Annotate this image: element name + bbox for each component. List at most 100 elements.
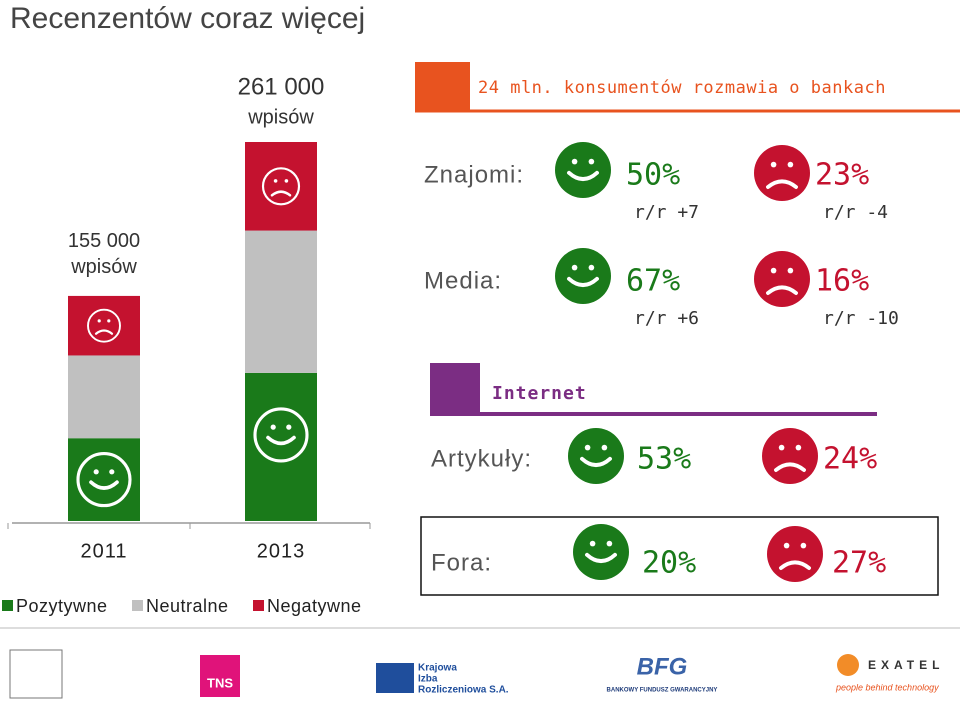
- bar-segment: [68, 438, 140, 521]
- face: [754, 145, 810, 201]
- face-mouth: [270, 190, 292, 197]
- slide-title: Recenzentów coraz więcej: [10, 2, 365, 35]
- face-eye: [107, 319, 111, 323]
- face-eye: [571, 264, 578, 271]
- x-tick-label: 2011: [80, 540, 127, 562]
- logo-frame: [9, 649, 63, 699]
- face-eye: [273, 179, 278, 183]
- face: [87, 308, 121, 343]
- positive-share: 20%: [642, 546, 696, 581]
- exatel-mark: [837, 654, 859, 676]
- legend-swatch: [132, 600, 143, 611]
- face-eye: [589, 540, 596, 547]
- face: [754, 251, 810, 307]
- positive-change: r/r +6: [634, 308, 699, 329]
- internet-icon: [430, 363, 480, 415]
- tns-box: [200, 655, 240, 697]
- row-label: Artykuły:: [431, 445, 532, 472]
- kir-mark: [376, 663, 414, 693]
- face-mouth: [266, 435, 296, 446]
- face-eye: [109, 469, 115, 475]
- face: [555, 248, 611, 304]
- face: [568, 428, 624, 484]
- face-eye: [770, 161, 777, 168]
- face-eye: [588, 264, 595, 271]
- logo-text: BFG: [637, 653, 688, 680]
- face-eye: [286, 424, 292, 430]
- logo-text: Rozliczeniowa S.A.: [418, 685, 509, 696]
- face-eye: [778, 444, 785, 451]
- face-mouth: [766, 285, 798, 295]
- face: [76, 452, 132, 508]
- face: [253, 407, 309, 463]
- face-eye: [571, 158, 578, 165]
- total-label: 155 000: [68, 230, 140, 252]
- face-mouth: [89, 480, 119, 490]
- header-icon: [415, 62, 470, 112]
- face-eye: [93, 469, 99, 475]
- face-eye: [787, 161, 794, 168]
- total-unit: wpisów: [247, 106, 314, 128]
- logo-text: TNS: [207, 675, 233, 690]
- bar-segment: [68, 355, 140, 439]
- row-label: Znajomi:: [424, 161, 524, 188]
- legend-swatch: [2, 600, 13, 611]
- face-eye: [97, 319, 101, 323]
- face-eye: [588, 158, 595, 165]
- fora-box: [420, 516, 939, 596]
- face-eye: [783, 542, 790, 549]
- positive-share: 67%: [626, 264, 680, 299]
- internet-header: Internet: [492, 383, 587, 404]
- bar-segment: [245, 142, 317, 231]
- face: [555, 142, 611, 198]
- row-label: Media:: [424, 267, 502, 294]
- face-eye: [606, 540, 613, 547]
- legend-label: Pozytywne: [16, 596, 108, 616]
- legend-label: Negatywne: [267, 596, 362, 616]
- positive-change: r/r +7: [634, 202, 699, 223]
- face-eye: [800, 542, 807, 549]
- positive-share: 50%: [626, 158, 680, 193]
- face: [762, 428, 818, 484]
- total-unit: wpisów: [70, 256, 137, 278]
- x-tick-label: 2013: [257, 540, 306, 562]
- panel-header: 24 mln. konsumentów rozmawia o bankach: [478, 78, 886, 98]
- total-label: 261 000: [238, 73, 325, 100]
- legend-swatch: [253, 600, 264, 611]
- face-mouth: [567, 276, 599, 288]
- face: [573, 524, 629, 580]
- face-eye: [584, 444, 591, 451]
- face: [261, 167, 301, 206]
- bar-segment: [245, 372, 317, 521]
- logo-text: Krajowa: [418, 663, 457, 674]
- face-mouth: [766, 179, 798, 189]
- negative-change: r/r -10: [823, 308, 899, 329]
- logo-text: BANKOWY FUNDUSZ GWARANCYJNY: [607, 688, 718, 694]
- bar-segment: [68, 295, 140, 356]
- face-eye: [795, 444, 802, 451]
- face-eye: [787, 267, 794, 274]
- negative-share: 16%: [815, 264, 869, 299]
- negative-share: 24%: [823, 442, 877, 477]
- face-mouth: [580, 456, 612, 468]
- face-eye: [770, 267, 777, 274]
- negative-share: 27%: [832, 546, 886, 581]
- logo-text: Izba: [418, 674, 438, 685]
- face: [767, 526, 823, 582]
- positive-share: 53%: [637, 442, 691, 477]
- face-eye: [284, 179, 289, 183]
- logo-text: EXATEL: [868, 658, 944, 672]
- face-eye: [270, 424, 276, 430]
- face-mouth: [567, 170, 599, 182]
- face-eye: [601, 444, 608, 451]
- face-mouth: [94, 329, 114, 335]
- face-mouth: [585, 552, 617, 564]
- face-mouth: [779, 560, 811, 570]
- face-mouth: [774, 462, 806, 472]
- negative-change: r/r -4: [823, 202, 888, 223]
- legend-label: Neutralne: [146, 596, 229, 616]
- logo-text: people behind technology: [835, 682, 939, 692]
- negative-share: 23%: [815, 158, 869, 193]
- bar-segment: [245, 230, 317, 373]
